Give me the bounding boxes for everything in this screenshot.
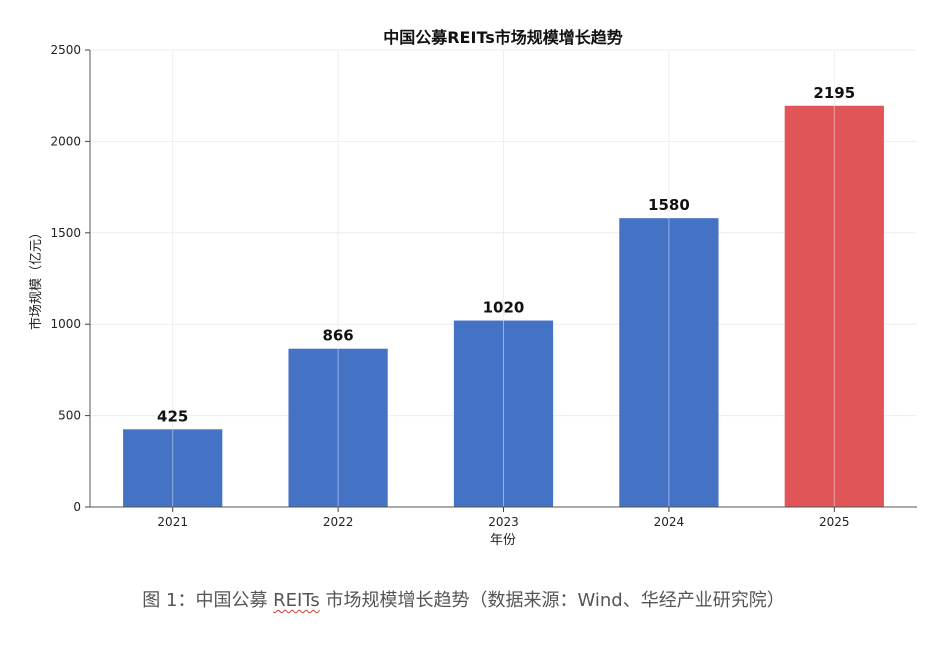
value-label: 866 — [322, 327, 353, 345]
x-tick-label: 2024 — [654, 515, 685, 529]
x-tick-label: 2022 — [323, 515, 354, 529]
chart-title: 中国公募REITs市场规模增长趋势 — [383, 28, 623, 47]
y-tick-label: 2500 — [50, 43, 81, 57]
bar-chart: 中国公募REITs市场规模增长趋势 0 500 1000 1500 2000 2500 2… — [28, 28, 917, 548]
value-label: 1580 — [648, 196, 690, 214]
bar — [288, 348, 388, 507]
bar — [619, 218, 719, 507]
y-axis-label: 市场规模（亿元） — [28, 226, 44, 330]
vertical-grid-lines — [172, 50, 835, 507]
x-tick-label: 2025 — [819, 515, 850, 529]
x-axis-label: 年份 — [490, 533, 516, 548]
figure-caption: 图 1：中国公募 REITs 市场规模增长趋势（数据来源：Wind、华经产业研究… — [0, 586, 927, 612]
bar — [123, 429, 223, 507]
x-tick-label: 2023 — [488, 515, 519, 529]
y-tick-label: 500 — [58, 409, 81, 423]
bar — [453, 320, 554, 507]
caption-reits: REITs — [273, 590, 320, 611]
y-tick-label: 1000 — [50, 317, 81, 331]
value-label: 1020 — [483, 299, 525, 317]
y-axis-ticks: 0 500 1000 1500 2000 2500 — [50, 43, 90, 514]
y-tick-label: 1500 — [50, 226, 81, 240]
value-label: 425 — [157, 407, 188, 425]
bars — [123, 105, 884, 507]
caption-suffix: 市场规模增长趋势（数据来源：Wind、华经产业研究院） — [319, 590, 785, 611]
value-label: 2195 — [813, 84, 855, 102]
x-tick-label: 2021 — [157, 515, 188, 529]
x-axis-ticks: 2021 2022 2023 2024 2025 — [157, 507, 850, 529]
y-tick-label: 0 — [73, 500, 81, 514]
value-labels: 425 866 1020 1580 2195 — [157, 84, 855, 426]
caption-prefix: 图 1：中国公募 — [142, 590, 274, 611]
bar — [784, 105, 884, 507]
y-tick-label: 2000 — [50, 134, 81, 148]
